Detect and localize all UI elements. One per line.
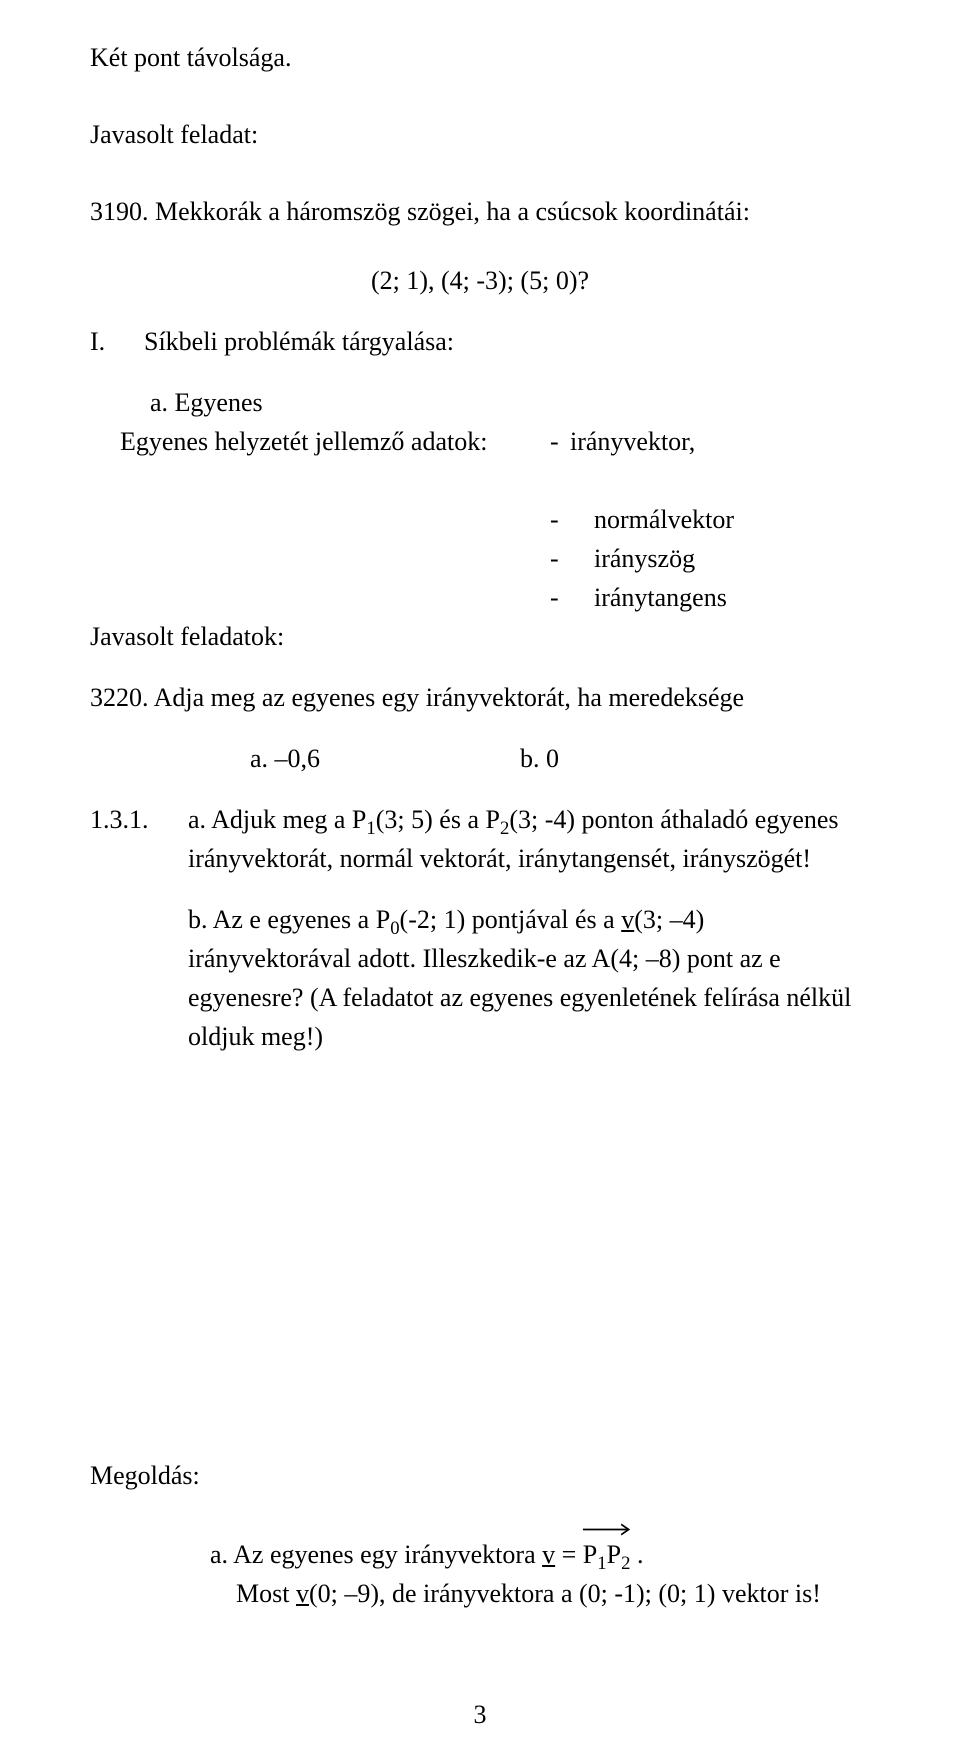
text: Most [236,1579,296,1608]
problem-3190-coords: (2; 1), (4; -3); (5; 0)? [90,261,870,300]
vector-v: v [621,905,634,934]
problem-131-tag: 1.3.1. [90,800,174,878]
text: (3; 5) és a P [376,805,500,834]
attr-value: normálvektor [594,500,870,539]
section-I-number: I. [90,322,114,361]
dash: - [550,539,594,578]
vector-v: v [296,1579,309,1608]
text: (0; –9) [309,1579,379,1608]
attr-value: iránytangens [594,578,870,617]
label-a: a. [210,1540,228,1569]
period: . [630,1540,643,1569]
attr-value: irányvektor, [570,422,870,461]
equals: = [555,1540,583,1569]
line-attribute-list: Egyenes helyzetét jellemző adatok: - irá… [120,422,870,617]
text: , de irányvektora a (0; -1); (0; 1) vekt… [379,1579,821,1608]
problem-131-b-body: b. Az e egyenes a P0(-2; 1) pontjával és… [188,900,870,1056]
dash: - [550,500,594,539]
solution-a-line2: Most v(0; –9), de irányvektora a (0; -1)… [236,1574,870,1613]
option-b: b. 0 [520,739,559,778]
label-a: a. [188,805,206,834]
vector-p1p2: P1P2 [583,1535,631,1574]
subscript: 1 [366,818,375,839]
problem-131: 1.3.1. a. Adjuk meg a P1(3; 5) és a P2(3… [90,800,870,878]
subscript: 2 [500,818,509,839]
problem-3220: 3220. Adja meg az egyenes egy irányvekto… [90,678,870,717]
label-b: b. [188,905,208,934]
attr-value: irányszög [594,539,870,578]
page-number: 3 [0,1700,960,1730]
section-I-title: Síkbeli problémák tárgyalása: [144,322,454,361]
section-heading: Két pont távolsága. [90,38,870,77]
problem-131-body: a. Adjuk meg a P1(3; 5) és a P2(3; -4) p… [188,800,870,878]
text: irányvektorával adott. Illeszkedik-e az … [188,944,851,1051]
solution-heading: Megoldás: [90,1456,870,1495]
text: Az egyenes egy irányvektora [233,1540,542,1569]
problem-131-b: b. Az e egyenes a P0(-2; 1) pontjával és… [90,900,870,1056]
suggested-plural: Javasolt feladatok: [90,617,870,656]
problem-3190: 3190. Mekkorák a háromszög szögei, ha a … [90,192,870,231]
vector-v: v [542,1540,555,1569]
text: Adjuk meg a P [211,805,366,834]
attr-label: Egyenes helyzetét jellemző adatok: [120,422,550,461]
subsection-a: a. Egyenes [150,383,870,422]
dash: - [550,422,570,500]
text: (-2; 1) pontjával és a [400,905,622,934]
subscript: 0 [390,918,399,939]
dash: - [550,578,594,617]
problem-3220-options: a. –0,6 b. 0 [250,739,870,778]
option-a: a. –0,6 [250,739,320,778]
section-I: I. Síkbeli problémák tárgyalása: [90,322,870,361]
text: Az e egyenes a P [213,905,391,934]
solution-a: a. Az egyenes egy irányvektora v = P1P2 … [210,1535,870,1574]
suggested-label: Javasolt feladat: [90,115,870,154]
vector-arrow-icon [583,1523,631,1536]
text: (3; –4) [634,905,704,934]
